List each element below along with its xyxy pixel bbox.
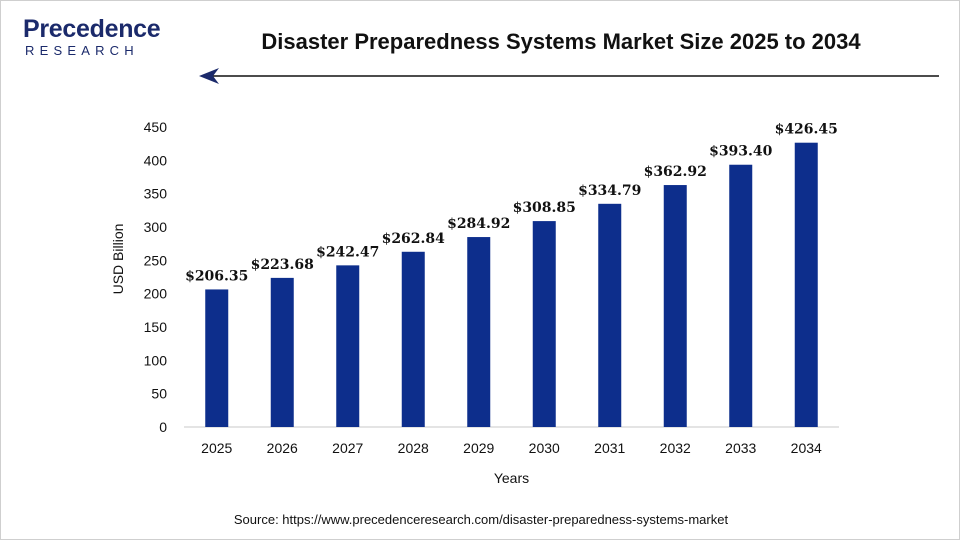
bar xyxy=(598,203,622,427)
data-label: $262.84 xyxy=(382,231,446,247)
data-label: $334.79 xyxy=(578,183,641,199)
x-tick-label: 2033 xyxy=(725,440,756,456)
logo-main-text: Precedence xyxy=(23,15,161,43)
y-tick-label: 350 xyxy=(144,186,168,202)
bar xyxy=(336,265,360,427)
precedence-research-logo: Precedence RESEARCH xyxy=(23,15,173,63)
data-label: $242.47 xyxy=(316,244,379,260)
bar xyxy=(270,277,294,427)
data-label: $393.40 xyxy=(709,144,773,160)
x-tick-label: 2025 xyxy=(201,440,232,456)
y-axis-label: USD Billion xyxy=(110,224,126,295)
bar xyxy=(532,221,556,427)
x-axis-label: Years xyxy=(494,470,529,486)
x-tick-label: 2027 xyxy=(332,440,363,456)
data-label: $308.85 xyxy=(513,200,576,216)
logo-sub-text: RESEARCH xyxy=(25,43,139,58)
y-tick-label: 50 xyxy=(151,386,167,402)
y-tick-label: 400 xyxy=(144,152,168,168)
bar xyxy=(729,164,753,427)
x-tick-label: 2032 xyxy=(660,440,691,456)
data-label: $426.45 xyxy=(775,122,838,138)
data-label: $362.92 xyxy=(644,164,707,180)
bar xyxy=(663,185,687,427)
y-tick-label: 300 xyxy=(144,219,168,235)
x-tick-label: 2031 xyxy=(594,440,625,456)
x-tick-label: 2034 xyxy=(791,440,822,456)
bar xyxy=(794,142,818,427)
bar xyxy=(467,237,491,427)
bar xyxy=(401,251,425,427)
data-label: $206.35 xyxy=(185,268,248,284)
y-tick-label: 450 xyxy=(144,119,168,135)
source-note: Source: https://www.precedenceresearch.c… xyxy=(233,512,729,527)
data-label: $284.92 xyxy=(447,216,510,232)
bar xyxy=(205,289,229,427)
x-tick-label: 2028 xyxy=(398,440,429,456)
x-tick-label: 2029 xyxy=(463,440,494,456)
y-tick-label: 250 xyxy=(144,252,168,268)
y-tick-label: 200 xyxy=(144,286,168,302)
x-tick-label: 2026 xyxy=(267,440,298,456)
y-tick-label: 150 xyxy=(144,319,168,335)
chart-title: Disaster Preparedness Systems Market Siz… xyxy=(261,29,861,54)
data-label: $223.68 xyxy=(251,257,314,273)
y-tick-label: 100 xyxy=(144,352,168,368)
x-tick-label: 2030 xyxy=(529,440,560,456)
y-tick-label: 0 xyxy=(159,419,167,435)
left-arrow-icon xyxy=(199,68,939,84)
